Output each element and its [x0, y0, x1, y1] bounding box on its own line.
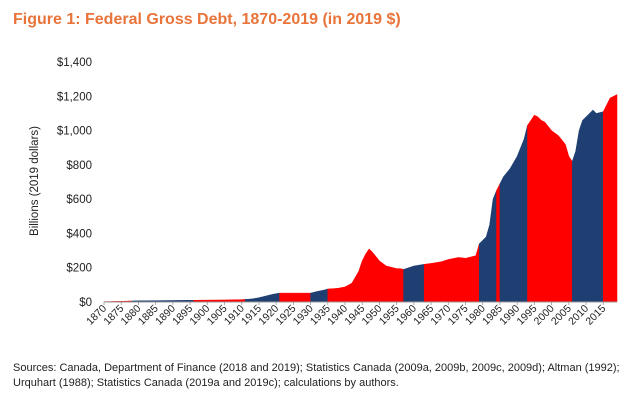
y-tick-label: $400	[66, 228, 92, 240]
area-segment-blue-11	[499, 125, 528, 303]
area-segment-blue-5	[310, 288, 329, 303]
area-segment-red-12	[527, 114, 573, 303]
chart: $0 $200 $400 $600 $800 $1,000 $1,200 $1,400 187…	[29, 57, 618, 328]
area-segment-red-6	[327, 248, 404, 303]
area-series	[103, 94, 618, 303]
y-tick-label: $0	[79, 297, 92, 309]
y-tick-label: $1,400	[57, 57, 92, 69]
area-segment-blue-9	[479, 190, 497, 303]
y-tick-label: $600	[66, 194, 92, 206]
y-tick-label: $200	[66, 263, 92, 275]
area-segment-red-10	[496, 183, 501, 303]
area-segment-red-4	[279, 292, 311, 303]
area-segment-blue-13	[571, 109, 604, 303]
chart-title: Figure 1: Federal Gross Debt, 1870-2019 …	[13, 11, 401, 28]
y-tick-label: $1,200	[57, 91, 92, 103]
area-segment-blue-7	[403, 263, 425, 303]
y-tick-label: $800	[66, 160, 92, 172]
area-segment-red-14	[602, 94, 618, 303]
y-axis-label: Billions (2019 dollars)	[29, 126, 41, 236]
area-segment-red-8	[423, 243, 480, 303]
y-axis: $0 $200 $400 $600 $800 $1,000 $1,200 $1,400	[57, 57, 92, 309]
area-segment-blue-3	[244, 292, 280, 303]
x-axis: 1870187518801885189018951900190519101915…	[84, 302, 608, 328]
source-note: Sources: Canada, Department of Finance (…	[13, 362, 620, 389]
x-tick-label: 2015	[583, 303, 608, 328]
y-tick-label: $1,000	[57, 126, 92, 138]
